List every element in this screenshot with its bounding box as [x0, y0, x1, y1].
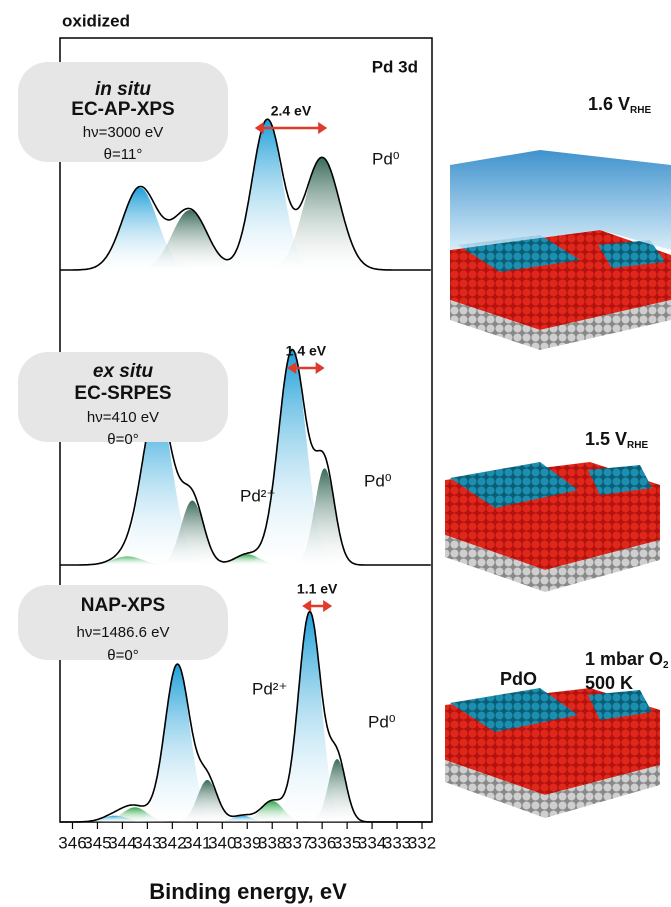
fit-peak: [60, 759, 431, 822]
condition-text: 1 mbar O: [585, 649, 663, 669]
condition-subscript: RHE: [630, 105, 651, 116]
peak-label: Pd⁰: [372, 149, 400, 168]
condition-text: 1.5 V: [585, 429, 627, 449]
x-tick-label: 332: [408, 833, 436, 852]
method-label: in situ: [95, 79, 151, 100]
angle: θ=11°: [104, 146, 143, 163]
condition-text: 500 K: [585, 673, 633, 693]
model-condition: 1.6 VRHE: [588, 94, 651, 116]
angle: θ=0°: [107, 647, 138, 664]
peak-label: Pd⁰: [364, 471, 392, 490]
shift-label: 2.4 eV: [271, 103, 312, 119]
fit-peak: [60, 665, 431, 823]
model-condition: 500 K: [585, 673, 633, 693]
shift-label: 1.4 eV: [286, 343, 327, 359]
header: oxidized: [62, 11, 130, 30]
angle: θ=0°: [107, 431, 138, 448]
method-label: EC-SRPES: [74, 383, 171, 404]
region-label: Pd 3d: [372, 57, 418, 76]
photon-energy: hν=3000 eV: [83, 124, 164, 141]
method-label: EC-AP-XPS: [71, 99, 174, 120]
peak-label: Pd⁰: [368, 712, 396, 731]
x-axis-label: Binding energy, eV: [149, 879, 347, 904]
peak-label: Pd²⁺: [240, 486, 275, 505]
surface-model: [450, 150, 671, 350]
figure: oxidized Pd 3d Binding energy, eV 346345…: [0, 0, 671, 907]
surface-model: [445, 688, 660, 818]
model-condition: 1.5 VRHE: [585, 429, 648, 451]
condition-subscript: 2: [663, 660, 669, 671]
method-label: ex situ: [93, 361, 154, 382]
condition-subscript: RHE: [627, 440, 648, 451]
method-label: NAP-XPS: [81, 595, 165, 616]
peak-label: Pd²⁺: [252, 679, 287, 698]
model-condition: 1 mbar O2: [585, 649, 669, 671]
model-label: PdO: [500, 669, 537, 689]
condition-text: 1.6 V: [588, 94, 630, 114]
photon-energy: hν=1486.6 eV: [77, 624, 170, 641]
shift-label: 1.1 eV: [297, 581, 338, 597]
surface-model: [445, 462, 660, 592]
photon-energy: hν=410 eV: [87, 409, 159, 426]
